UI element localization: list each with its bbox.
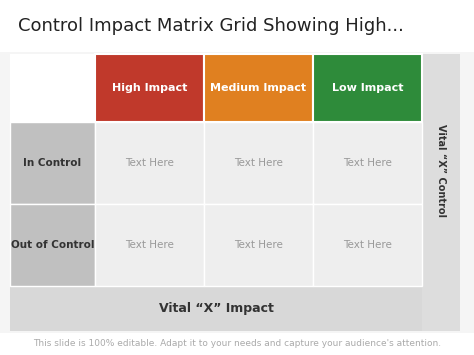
Text: Control Impact Matrix Grid Showing High...: Control Impact Matrix Grid Showing High.… <box>18 17 404 35</box>
Bar <box>95 204 204 286</box>
Bar <box>204 54 313 122</box>
Bar <box>10 204 95 286</box>
Text: Text Here: Text Here <box>234 158 283 168</box>
Text: Low Impact: Low Impact <box>332 83 403 93</box>
Bar <box>313 204 422 286</box>
Text: High Impact: High Impact <box>112 83 187 93</box>
Text: Medium Impact: Medium Impact <box>210 83 307 93</box>
Bar <box>10 286 422 331</box>
Bar <box>95 54 204 122</box>
Bar <box>10 54 460 331</box>
Bar <box>204 122 313 204</box>
Text: Out of Control: Out of Control <box>11 240 94 250</box>
Bar <box>95 122 204 204</box>
Bar <box>10 122 95 204</box>
Bar <box>313 54 422 122</box>
Bar <box>0 333 474 355</box>
Text: Text Here: Text Here <box>343 158 392 168</box>
Bar <box>313 122 422 204</box>
Text: This slide is 100% editable. Adapt it to your needs and capture your audience's : This slide is 100% editable. Adapt it to… <box>33 339 441 349</box>
Text: Vital “X” Impact: Vital “X” Impact <box>159 302 273 315</box>
Text: Text Here: Text Here <box>343 240 392 250</box>
Bar <box>422 54 460 286</box>
Bar <box>204 204 313 286</box>
Bar <box>10 54 95 122</box>
Text: Text Here: Text Here <box>125 158 174 168</box>
Text: Text Here: Text Here <box>125 240 174 250</box>
Text: Vital “X” Control: Vital “X” Control <box>436 124 446 217</box>
Bar <box>0 0 474 52</box>
Text: Text Here: Text Here <box>234 240 283 250</box>
Text: In Control: In Control <box>23 158 82 168</box>
